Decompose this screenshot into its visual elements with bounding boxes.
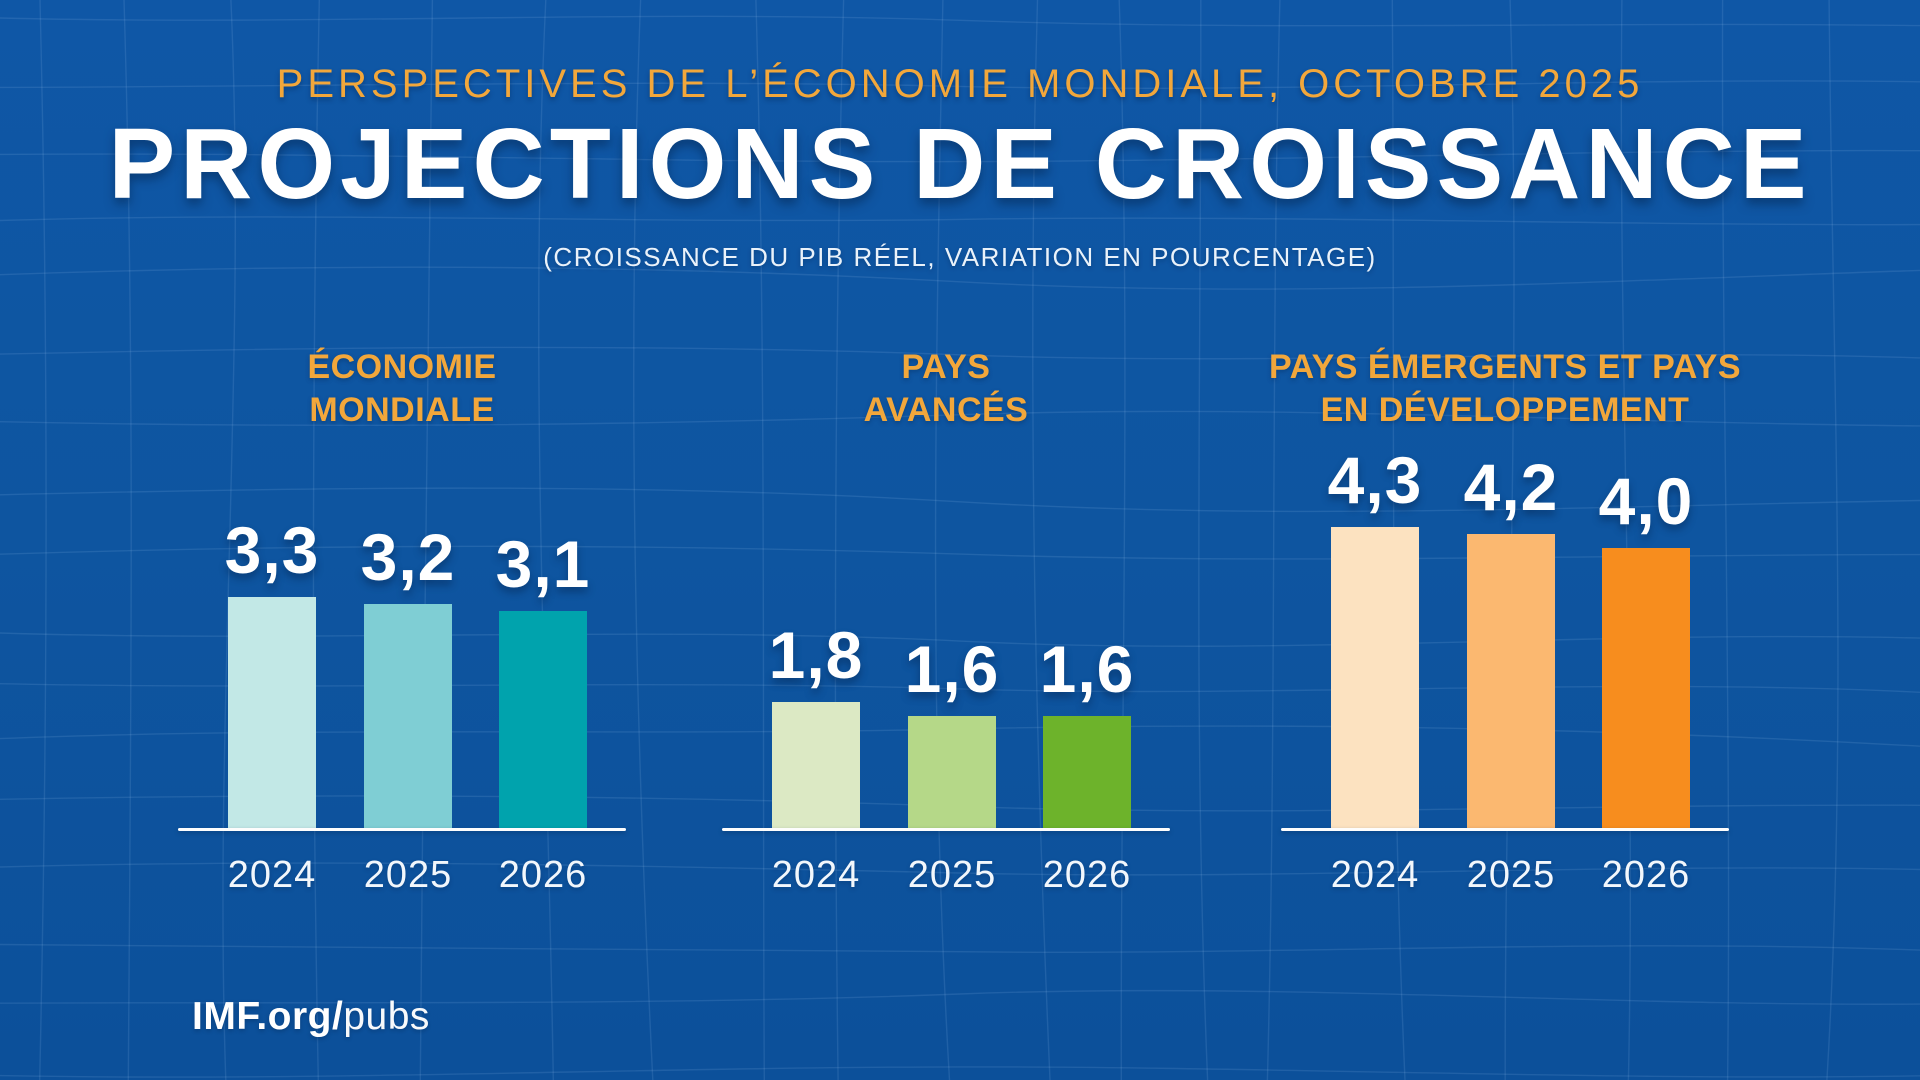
x-tick-label: 2024 <box>227 854 317 896</box>
x-tick-label: 2024 <box>771 854 861 896</box>
x-axis-line <box>1281 828 1729 831</box>
bar-value-label: 4,2 <box>1463 450 1559 524</box>
bar-2024 <box>1331 527 1419 828</box>
bar-value-label: 3,3 <box>224 513 320 587</box>
page-title: PROJECTIONS DE CROISSANCE <box>108 108 1812 220</box>
plot-area: 3,3 3,2 3,1 <box>178 346 626 828</box>
x-tick-label: 2026 <box>1601 854 1691 896</box>
x-tick-label: 2025 <box>1466 854 1556 896</box>
bar-value-label: 4,0 <box>1598 464 1694 538</box>
plot-area: 4,3 4,2 4,0 <box>1281 346 1729 828</box>
bar-2024 <box>772 702 860 828</box>
imf-pubs-link[interactable]: IMF.org/pubs <box>192 995 430 1039</box>
group-title-world: ÉCONOMIE MONDIALE <box>307 348 497 429</box>
bar-2026 <box>499 611 587 828</box>
imf-org-bold-text: IMF.org/ <box>192 995 344 1038</box>
bar-value-label: 3,1 <box>495 527 591 601</box>
group-title-advanced: PAYS AVANCÉS <box>863 348 1029 429</box>
chart-group-advanced: 1,8 1,6 1,6 PAYS AVANCÉS 2024 2025 2026 <box>722 346 1170 966</box>
bar-2026 <box>1043 716 1131 828</box>
group-title-emerging: PAYS ÉMERGENTS ET PAYS EN DÉVELOPPEMENT <box>1268 348 1742 429</box>
x-tick-label: 2026 <box>1042 854 1132 896</box>
chart-group-world: 3,3 3,2 3,1 ÉCONOMIE MONDIALE 2024 2025 2026 <box>178 346 626 966</box>
report-kicker: PERSPECTIVES DE L’ÉCONOMIE MONDIALE, OCT… <box>276 62 1644 106</box>
x-tick-label: 2024 <box>1330 854 1420 896</box>
bar-value-label: 1,6 <box>1039 632 1135 706</box>
x-tick-label: 2026 <box>498 854 588 896</box>
page-subtitle: (CROISSANCE DU PIB RÉEL, VARIATION EN PO… <box>543 242 1377 272</box>
x-axis-line <box>722 828 1170 831</box>
x-axis-line <box>178 828 626 831</box>
bar-value-label: 3,2 <box>360 520 456 594</box>
x-tick-label: 2025 <box>907 854 997 896</box>
bar-value-label: 1,6 <box>904 632 1000 706</box>
bar-2025 <box>1467 534 1555 828</box>
bar-value-label: 4,3 <box>1327 443 1423 517</box>
bar-value-label: 1,8 <box>768 618 864 692</box>
x-tick-label: 2025 <box>363 854 453 896</box>
bar-2026 <box>1602 548 1690 828</box>
bar-2025 <box>908 716 996 828</box>
pubs-light-text: pubs <box>343 995 430 1038</box>
plot-area: 1,8 1,6 1,6 <box>722 346 1170 828</box>
chart-group-emerging: 4,3 4,2 4,0 PAYS ÉMERGENTS ET PAYS EN DÉVE… <box>1269 346 1741 966</box>
bar-2024 <box>228 597 316 828</box>
bar-2025 <box>364 604 452 828</box>
